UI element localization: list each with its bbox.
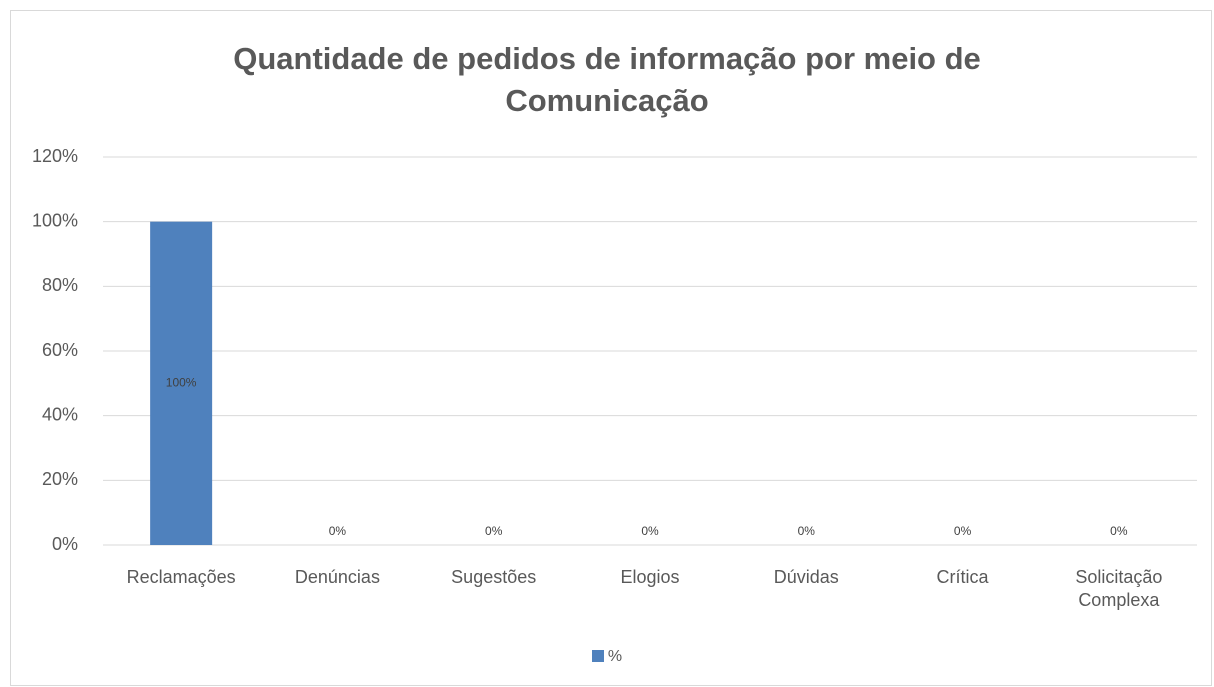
x-tick-label: Dúvidas (773, 567, 839, 587)
y-tick-label: 80% (42, 275, 78, 295)
chart-frame (10, 10, 1212, 686)
x-tick-label: Crítica (936, 567, 989, 587)
data-label: 0% (798, 524, 816, 538)
data-label: 0% (954, 524, 972, 538)
chart-title: Quantidade de pedidos de informação por … (233, 41, 981, 118)
data-label: 0% (329, 524, 347, 538)
data-label: 0% (641, 524, 659, 538)
x-tick-label: Sugestões (451, 567, 537, 587)
x-tick-label: Reclamações (126, 567, 236, 587)
y-tick-label: 100% (32, 210, 78, 230)
bar (150, 221, 213, 545)
legend-swatch (591, 650, 604, 662)
x-tick-label: Elogios (620, 567, 680, 587)
data-label: 0% (1110, 524, 1128, 538)
y-tick-label: 0% (52, 534, 78, 554)
y-tick-label: 20% (42, 469, 78, 489)
y-tick-label: 60% (42, 340, 78, 360)
data-label: 0% (485, 524, 503, 538)
legend: % (0, 648, 1214, 666)
data-label: 100% (166, 376, 197, 390)
x-tick-label: Denúncias (294, 567, 380, 587)
y-tick-label: 120% (32, 146, 78, 166)
x-tick-label: Solicitação Complexa (1075, 567, 1163, 611)
y-tick-label: 40% (42, 404, 78, 424)
legend-label: % (607, 648, 623, 665)
